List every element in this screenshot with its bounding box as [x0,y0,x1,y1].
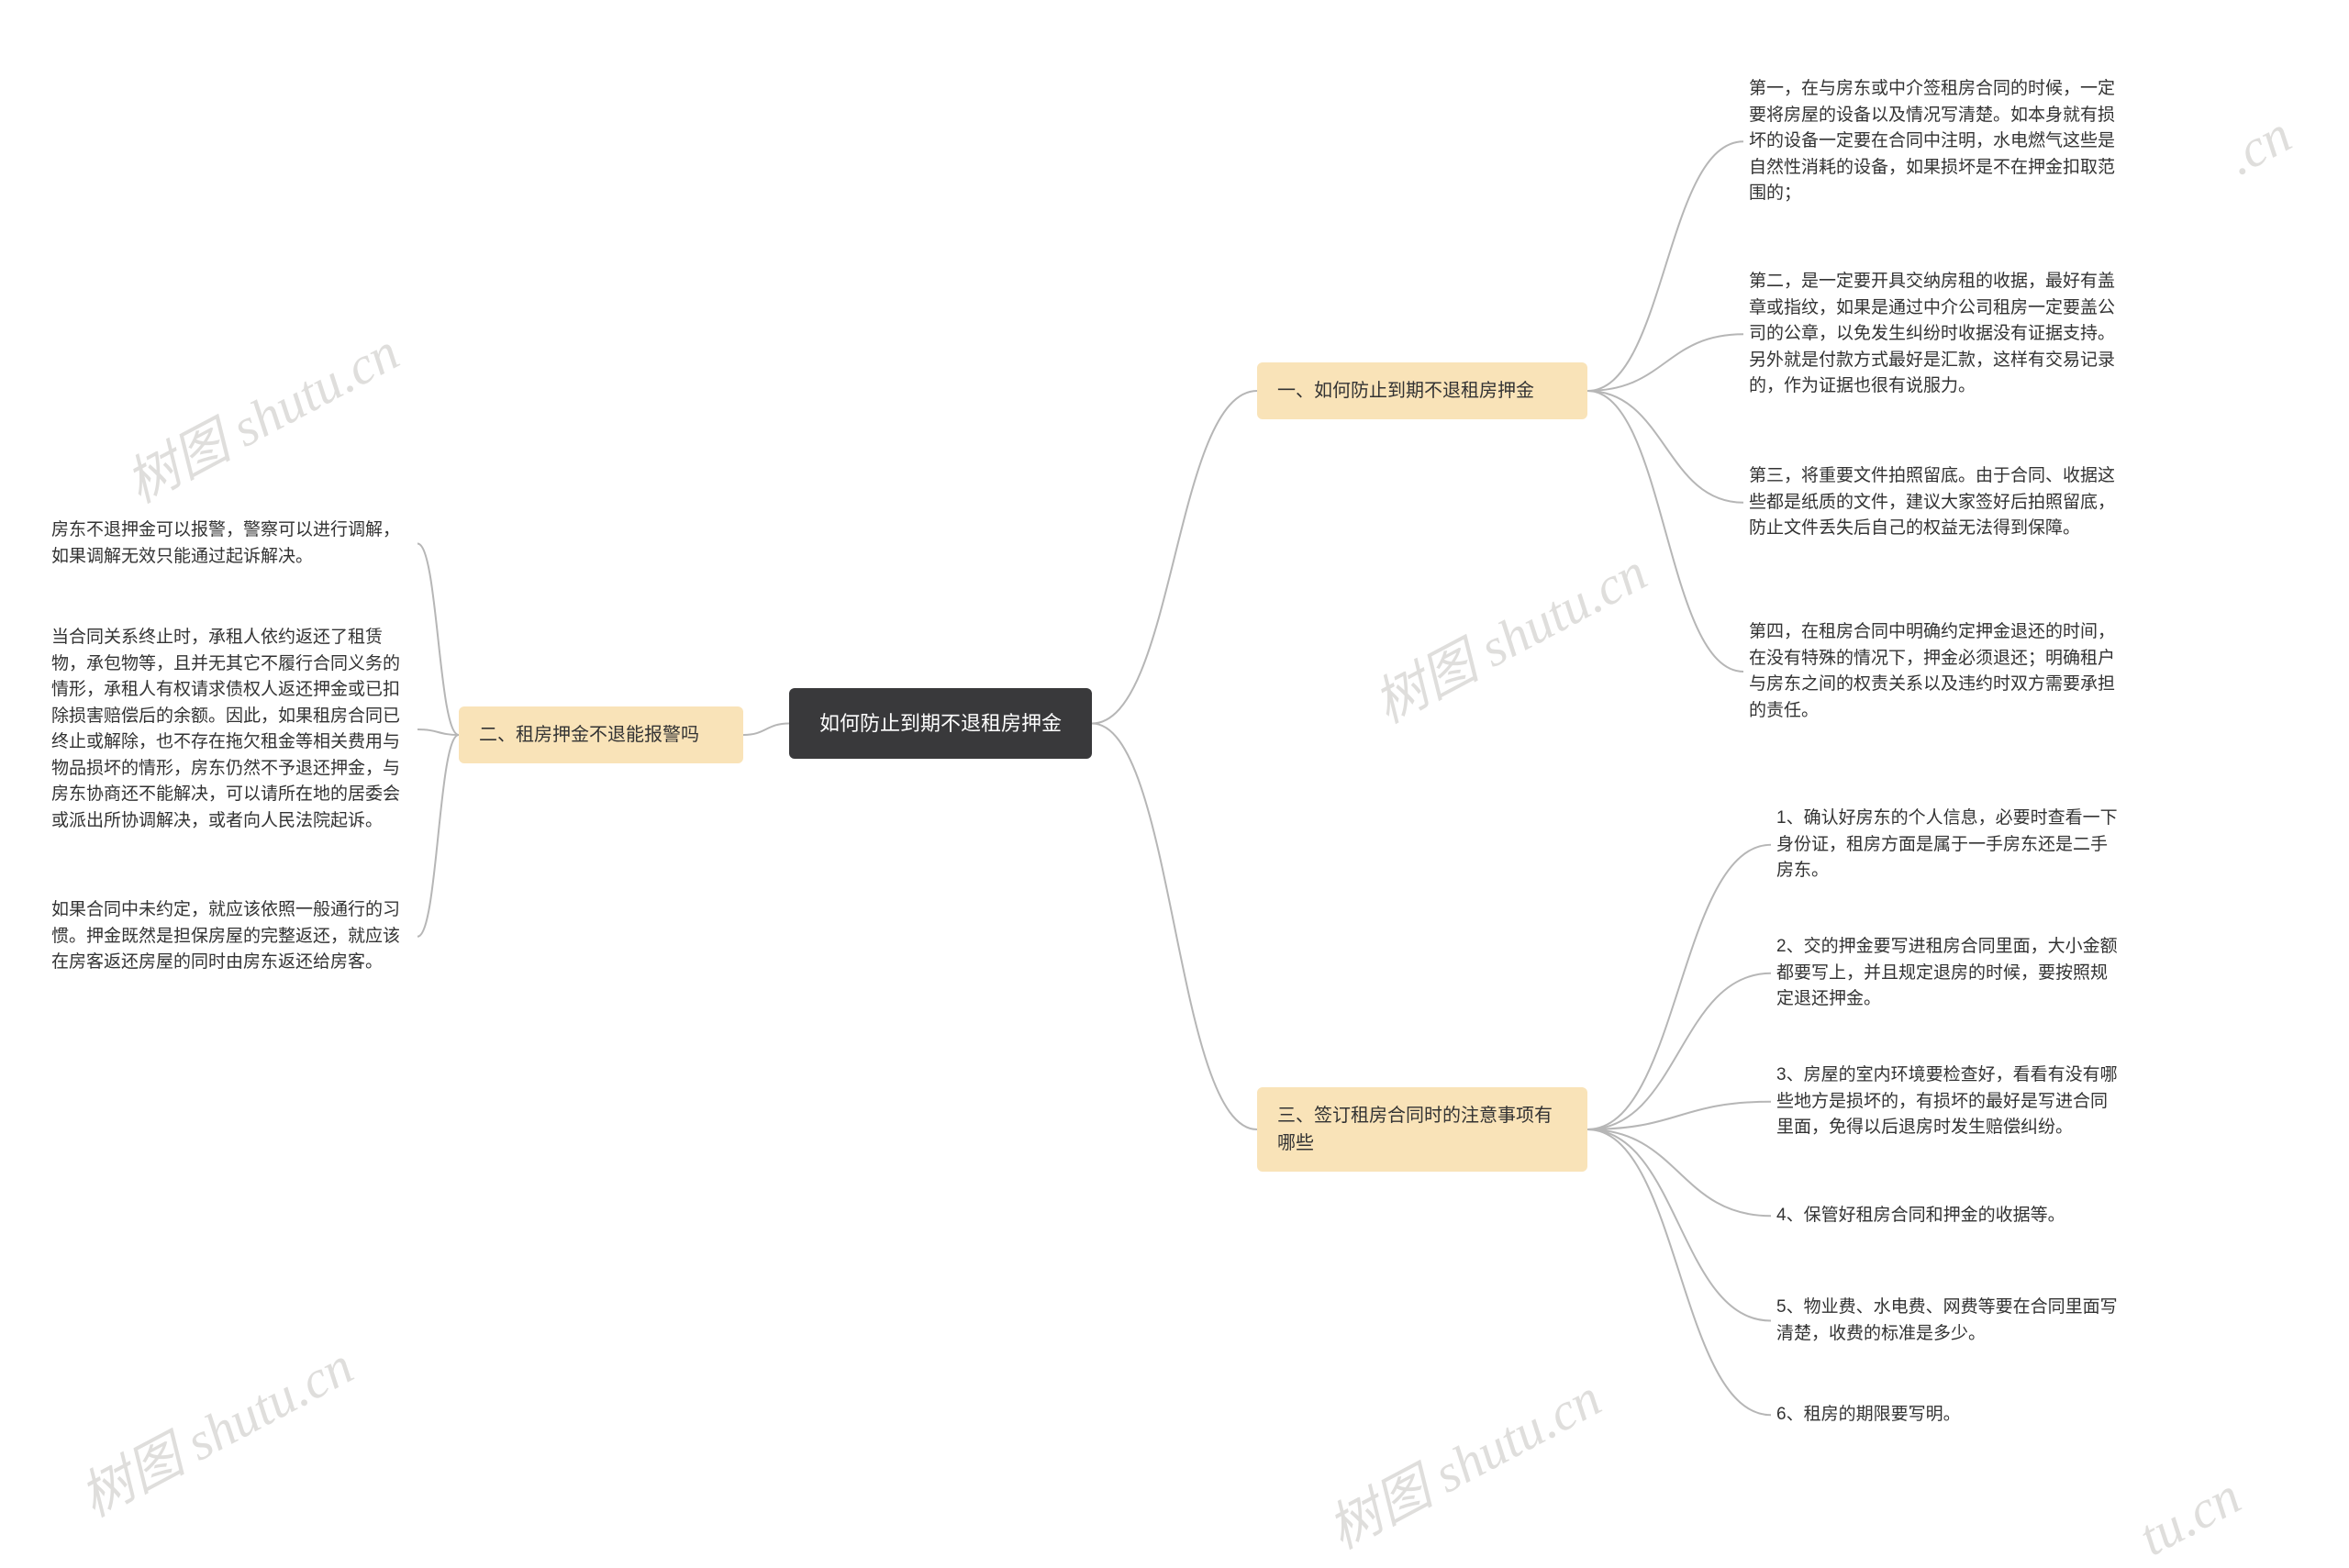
leaf-3-2[interactable]: 2、交的押金要写进租房合同里面，大小金额都要写上，并且规定退房的时候，要按照规定… [1771,927,2129,1020]
watermark: tu.cn [2129,1464,2250,1568]
watermark: 树图 shutu.cn [1312,1355,1612,1563]
leaf-3-4[interactable]: 4、保管好租房合同和押金的收据等。 [1771,1195,2129,1237]
watermark: 树图 shutu.cn [1358,529,1658,738]
leaf-3-6[interactable]: 6、租房的期限要写明。 [1771,1395,2129,1436]
watermark: 树图 shutu.cn [110,309,410,517]
branch-1[interactable]: 一、如何防止到期不退租房押金 [1257,362,1587,419]
leaf-1-4[interactable]: 第四，在租房合同中明确约定押金退还的时间，在没有特殊的情况下，押金必须退还；明确… [1743,612,2129,731]
leaf-1-2[interactable]: 第二，是一定要开具交纳房租的收据，最好有盖章或指纹，如果是通过中介公司租房一定要… [1743,261,2129,407]
mindmap-canvas: 树图 shutu.cn 树图 shutu.cn 树图 shutu.cn 树图 s… [0,0,2349,1551]
leaf-1-3[interactable]: 第三，将重要文件拍照留底。由于合同、收据这些都是纸质的文件，建议大家签好后拍照留… [1743,456,2129,550]
watermark: .cn [2216,103,2301,187]
branch-2[interactable]: 二、租房押金不退能报警吗 [459,706,743,763]
watermark: 树图 shutu.cn [64,1323,364,1531]
branch-3[interactable]: 三、签订租房合同时的注意事项有哪些 [1257,1087,1587,1172]
leaf-2-2[interactable]: 当合同关系终止时，承租人依约返还了租赁物，承包物等，且并无其它不履行合同义务的情… [46,617,417,841]
leaf-3-5[interactable]: 5、物业费、水电费、网费等要在合同里面写清楚，收费的标准是多少。 [1771,1287,2129,1354]
root-node[interactable]: 如何防止到期不退租房押金 [789,688,1092,759]
leaf-3-3[interactable]: 3、房屋的室内环境要检查好，看看有没有哪些地方是损坏的，有损坏的最好是写进合同里… [1771,1055,2129,1149]
leaf-2-3[interactable]: 如果合同中未约定，就应该依照一般通行的习惯。押金既然是担保房屋的完整返还，就应该… [46,890,417,984]
leaf-2-1[interactable]: 房东不退押金可以报警，警察可以进行调解，如果调解无效只能通过起诉解决。 [46,510,417,577]
leaf-1-1[interactable]: 第一，在与房东或中介签租房合同的时候，一定要将房屋的设备以及情况写清楚。如本身就… [1743,69,2129,215]
leaf-3-1[interactable]: 1、确认好房东的个人信息，必要时查看一下身份证，租房方面是属于一手房东还是二手房… [1771,798,2129,892]
